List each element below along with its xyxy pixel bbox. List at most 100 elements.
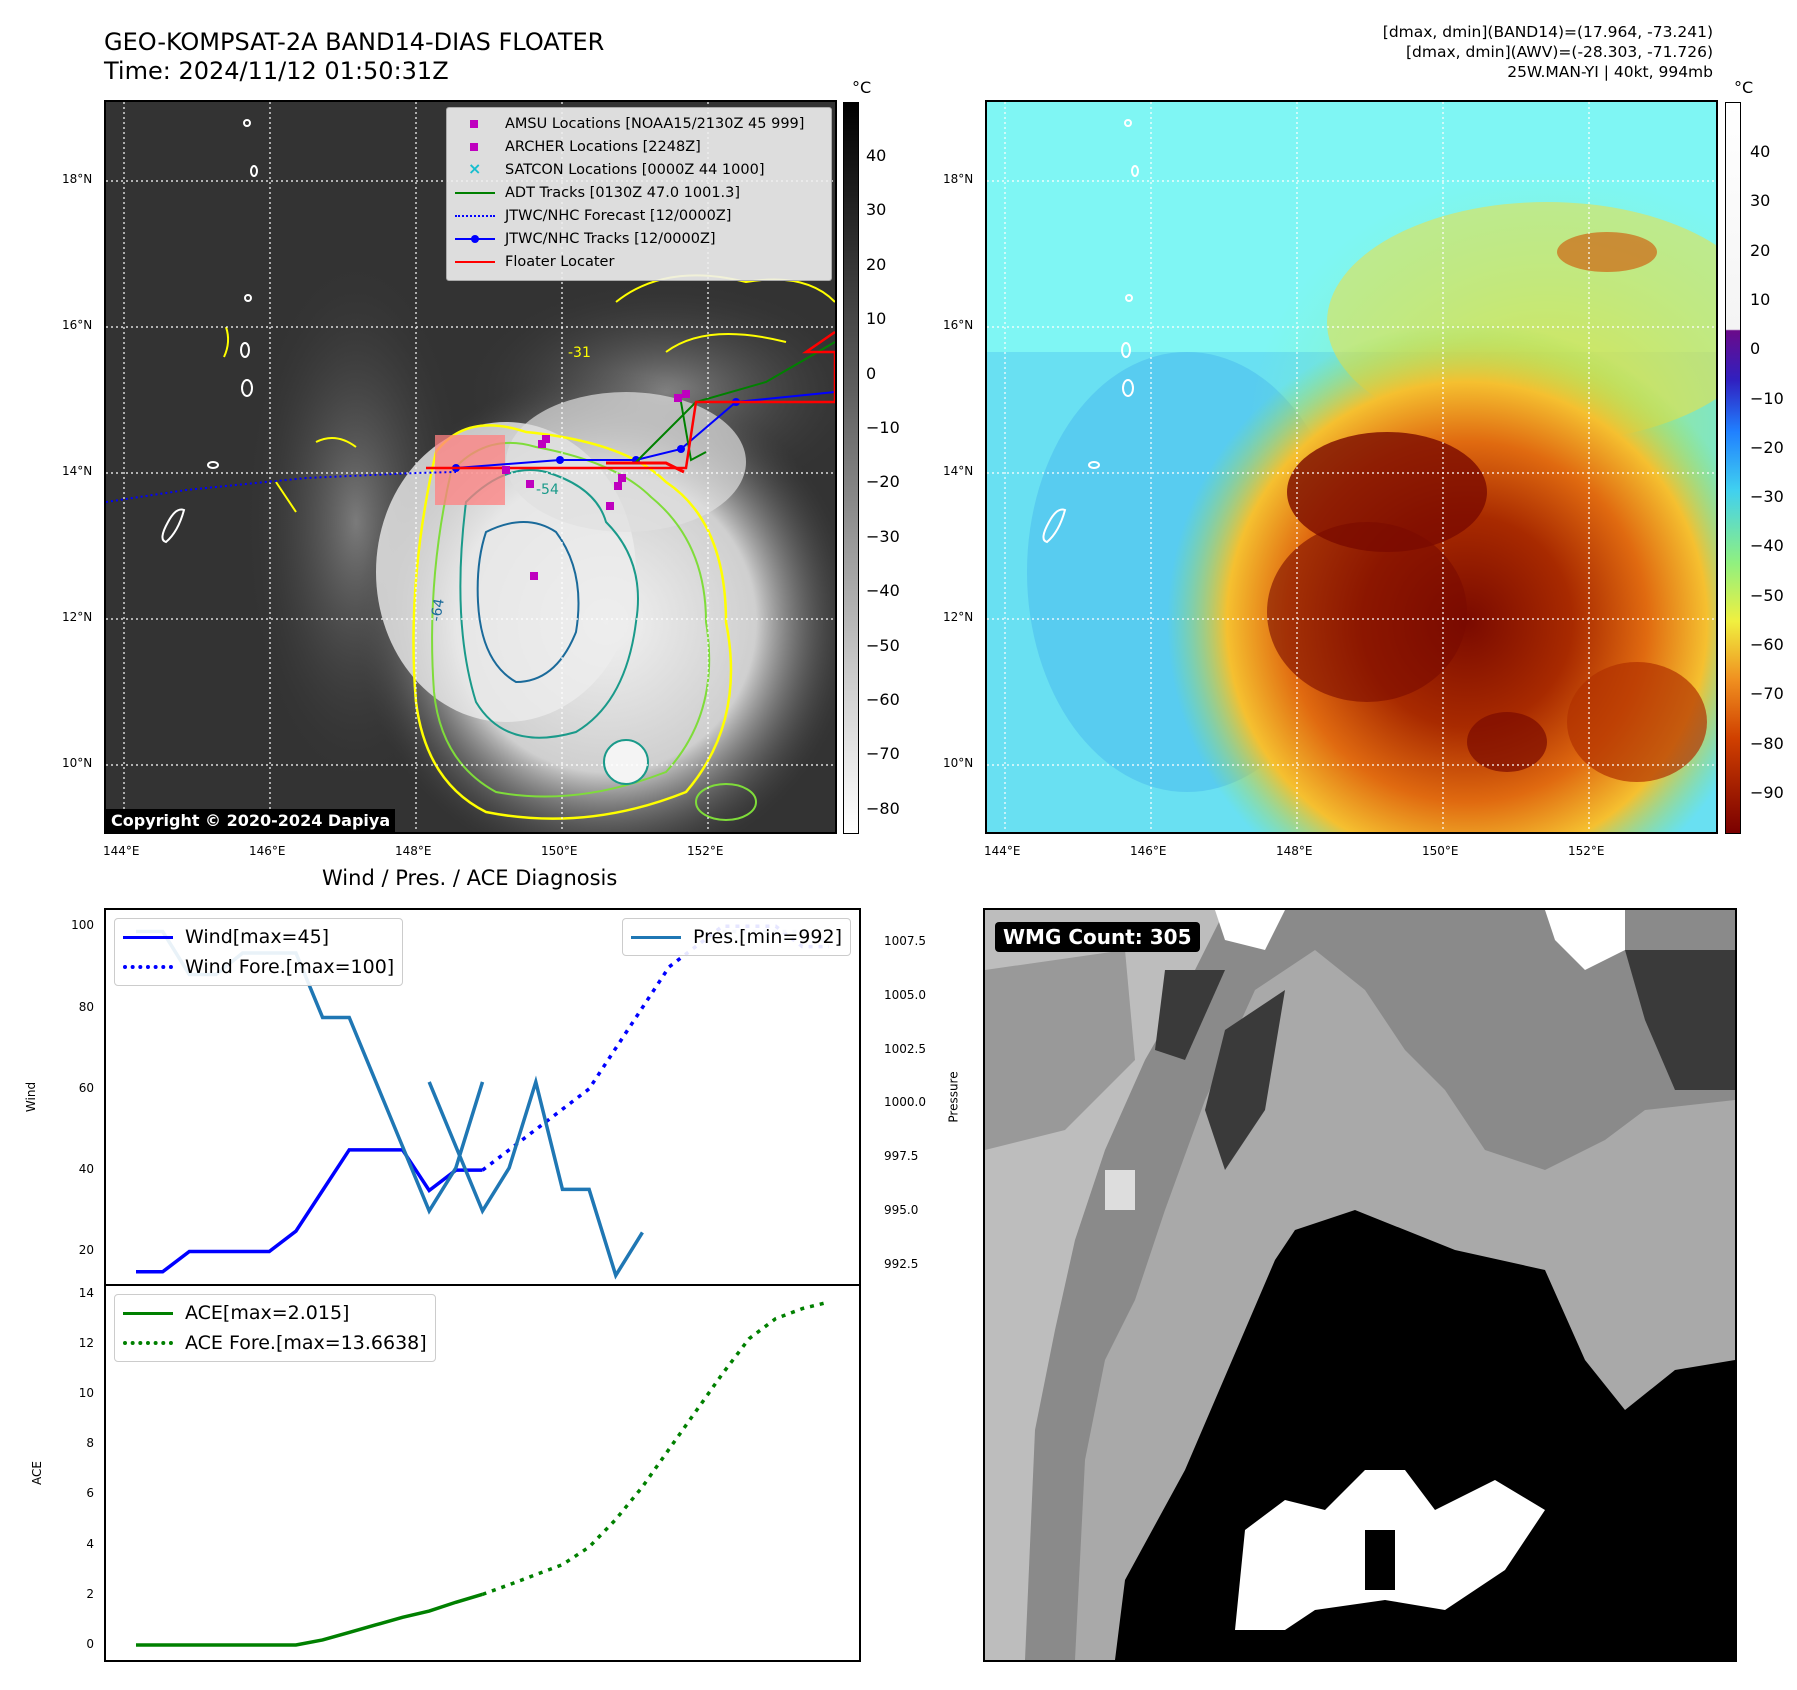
series-line-pres-min- [427, 1075, 644, 1280]
axis-tick-label: 995.0 [884, 1202, 919, 1217]
axis-tick-label: 992.5 [884, 1256, 919, 1271]
axis-tick-label: 1002.5 [884, 1041, 926, 1056]
colorbar-tick: 30 [866, 200, 887, 220]
axis-tick-label: 100 [71, 918, 94, 933]
lon-label: 146°E [249, 844, 286, 858]
info-awv-range: [dmax, dmin](AWV)=(-28.303, -71.726) [1406, 43, 1713, 61]
lat-label: 12°N [62, 610, 93, 624]
axis-tick-label: 80 [78, 999, 94, 1014]
wmg-count-badge: WMG Count: 305 [995, 922, 1200, 952]
axis-tick-label: 6 [86, 1486, 94, 1501]
colorbar-tick: −60 [866, 690, 900, 709]
pressure-legend: Pres.[min=992] [622, 918, 851, 956]
legend-floater: Floater Locater [455, 250, 823, 273]
axis-tick-label: 1005.0 [884, 987, 926, 1002]
axis-tick-label: 40 [78, 1162, 94, 1177]
colorbar-tick: −70 [1750, 684, 1784, 704]
dotted-line-icon [123, 965, 173, 969]
solid-line-icon [123, 935, 173, 939]
solid-line-icon [631, 935, 681, 939]
lon-label: 148°E [1276, 844, 1313, 858]
colorbar-tick: −60 [1750, 635, 1784, 654]
legend-ace-label: ACE[max=2.015] [185, 1302, 350, 1324]
legend-amsu: AMSU Locations [NOAA15/2130Z 45 999] [455, 112, 823, 135]
figure-title-line2: Time: 2024/11/12 01:50:31Z [104, 57, 449, 85]
lon-label: 150°E [541, 844, 578, 858]
gray-colorbar [843, 102, 859, 834]
axis-tick-label: 2 [86, 1586, 94, 1601]
colorbar-tick: −80 [1750, 733, 1784, 753]
series-line-wind-fore-max- [481, 924, 829, 1172]
wind-pressure-panel: Wind[max=45] Wind Fore.[max=100] Pres.[m… [104, 908, 861, 1286]
legend-adt: ADT Tracks [0130Z 47.0 1001.3] [455, 181, 823, 204]
series-line-wind-max- [136, 1148, 483, 1274]
axis-tick-label: 10 [78, 1385, 94, 1400]
dotted-line-icon [455, 214, 495, 217]
colorbar-tick: −80 [866, 798, 900, 818]
legend-jtwc-tracks: JTWC/NHC Tracks [12/0000Z] [455, 227, 823, 250]
lon-label: 150°E [1422, 844, 1459, 858]
pressure-axis-label: Pressure [946, 1071, 961, 1123]
axis-tick-label: 12 [78, 1335, 94, 1350]
info-band14-range: [dmax, dmin](BAND14)=(17.964, -73.241) [1382, 23, 1713, 41]
axis-tick-label: 997.5 [884, 1149, 919, 1164]
ace-plot [136, 1300, 830, 1647]
lat-label: 14°N [943, 464, 974, 478]
solid-line-icon [455, 191, 495, 194]
colorbar-tick: −20 [1750, 437, 1784, 457]
axis-tick-label: 4 [86, 1536, 94, 1551]
legend-wind-fore-label: Wind Fore.[max=100] [185, 956, 395, 978]
legend-jtwc-forecast: JTWC/NHC Forecast [12/0000Z] [455, 204, 823, 227]
legend-pres-label: Pres.[min=992] [693, 926, 842, 948]
legend-satcon: × SATCON Locations [0000Z 44 1000] [468, 158, 765, 178]
gray-colorbar-unit: °C [852, 78, 872, 97]
wmg-image [985, 910, 1735, 1660]
lon-label: 146°E [1130, 844, 1167, 858]
series-line-ace-max- [136, 1592, 483, 1647]
lat-label: 16°N [943, 318, 974, 332]
contour-label-31: -31 [568, 345, 591, 361]
wind-axis-label: Wind [24, 1081, 39, 1113]
ace-legend: ACE[max=2.015] ACE Fore.[max=13.6638] [114, 1294, 436, 1362]
lat-label: 12°N [943, 610, 974, 624]
colorbar-tick: 40 [866, 146, 887, 165]
wind-legend: Wind[max=45] Wind Fore.[max=100] [114, 918, 404, 986]
colorbar-tick: −70 [866, 744, 900, 764]
info-block: [dmax, dmin](BAND14)=(17.964, -73.241) [… [1383, 22, 1713, 82]
lat-label: 18°N [62, 172, 93, 186]
ir-color-map [985, 100, 1718, 834]
legend-ace-fore-label: ACE Fore.[max=13.6638] [185, 1332, 427, 1354]
colorbar-tick: −50 [1750, 585, 1784, 605]
colorbar-tick: 20 [1750, 240, 1771, 260]
colorbar-tick: −30 [866, 526, 900, 546]
lat-label: 16°N [62, 318, 93, 332]
colorbar-tick: 40 [1750, 142, 1771, 161]
colorbar-tick: −20 [866, 472, 900, 492]
lat-label: 18°N [943, 172, 974, 186]
colorbar-tick: 30 [1750, 191, 1771, 211]
color-colorbar [1725, 102, 1741, 834]
axis-tick-label: 1007.5 [884, 934, 926, 949]
x-marker-icon: × [468, 158, 482, 178]
figure-title-line1: GEO-KOMPSAT-2A BAND14-DIAS FLOATER [104, 28, 605, 56]
legend-wind-label: Wind[max=45] [185, 926, 330, 948]
map-legend: AMSU Locations [NOAA15/2130Z 45 999] ARC… [446, 107, 832, 281]
lat-label: 10°N [943, 756, 974, 770]
series-line-ace-fore-max- [481, 1300, 830, 1597]
lat-label: 14°N [62, 464, 93, 478]
colorbar-tick: −10 [866, 418, 900, 437]
ace-axis-label: ACE [29, 1461, 44, 1485]
ir-color-image [987, 102, 1716, 832]
colorbar-tick: 0 [1750, 339, 1761, 359]
axis-tick-label: 1000.0 [884, 1095, 926, 1110]
axis-tick-label: 0 [86, 1636, 94, 1651]
axis-tick-label: 8 [86, 1436, 94, 1451]
contour-label-54: -54 [536, 482, 559, 498]
colorbar-tick: 10 [1750, 289, 1771, 309]
wmg-panel: WMG Count: 305 [983, 908, 1737, 1662]
colorbar-tick: −90 [1750, 782, 1784, 802]
square-marker-icon [470, 119, 478, 128]
colorbar-tick: −50 [866, 635, 900, 655]
colorbar-tick: −40 [866, 581, 900, 601]
lon-label: 144°E [103, 844, 140, 858]
